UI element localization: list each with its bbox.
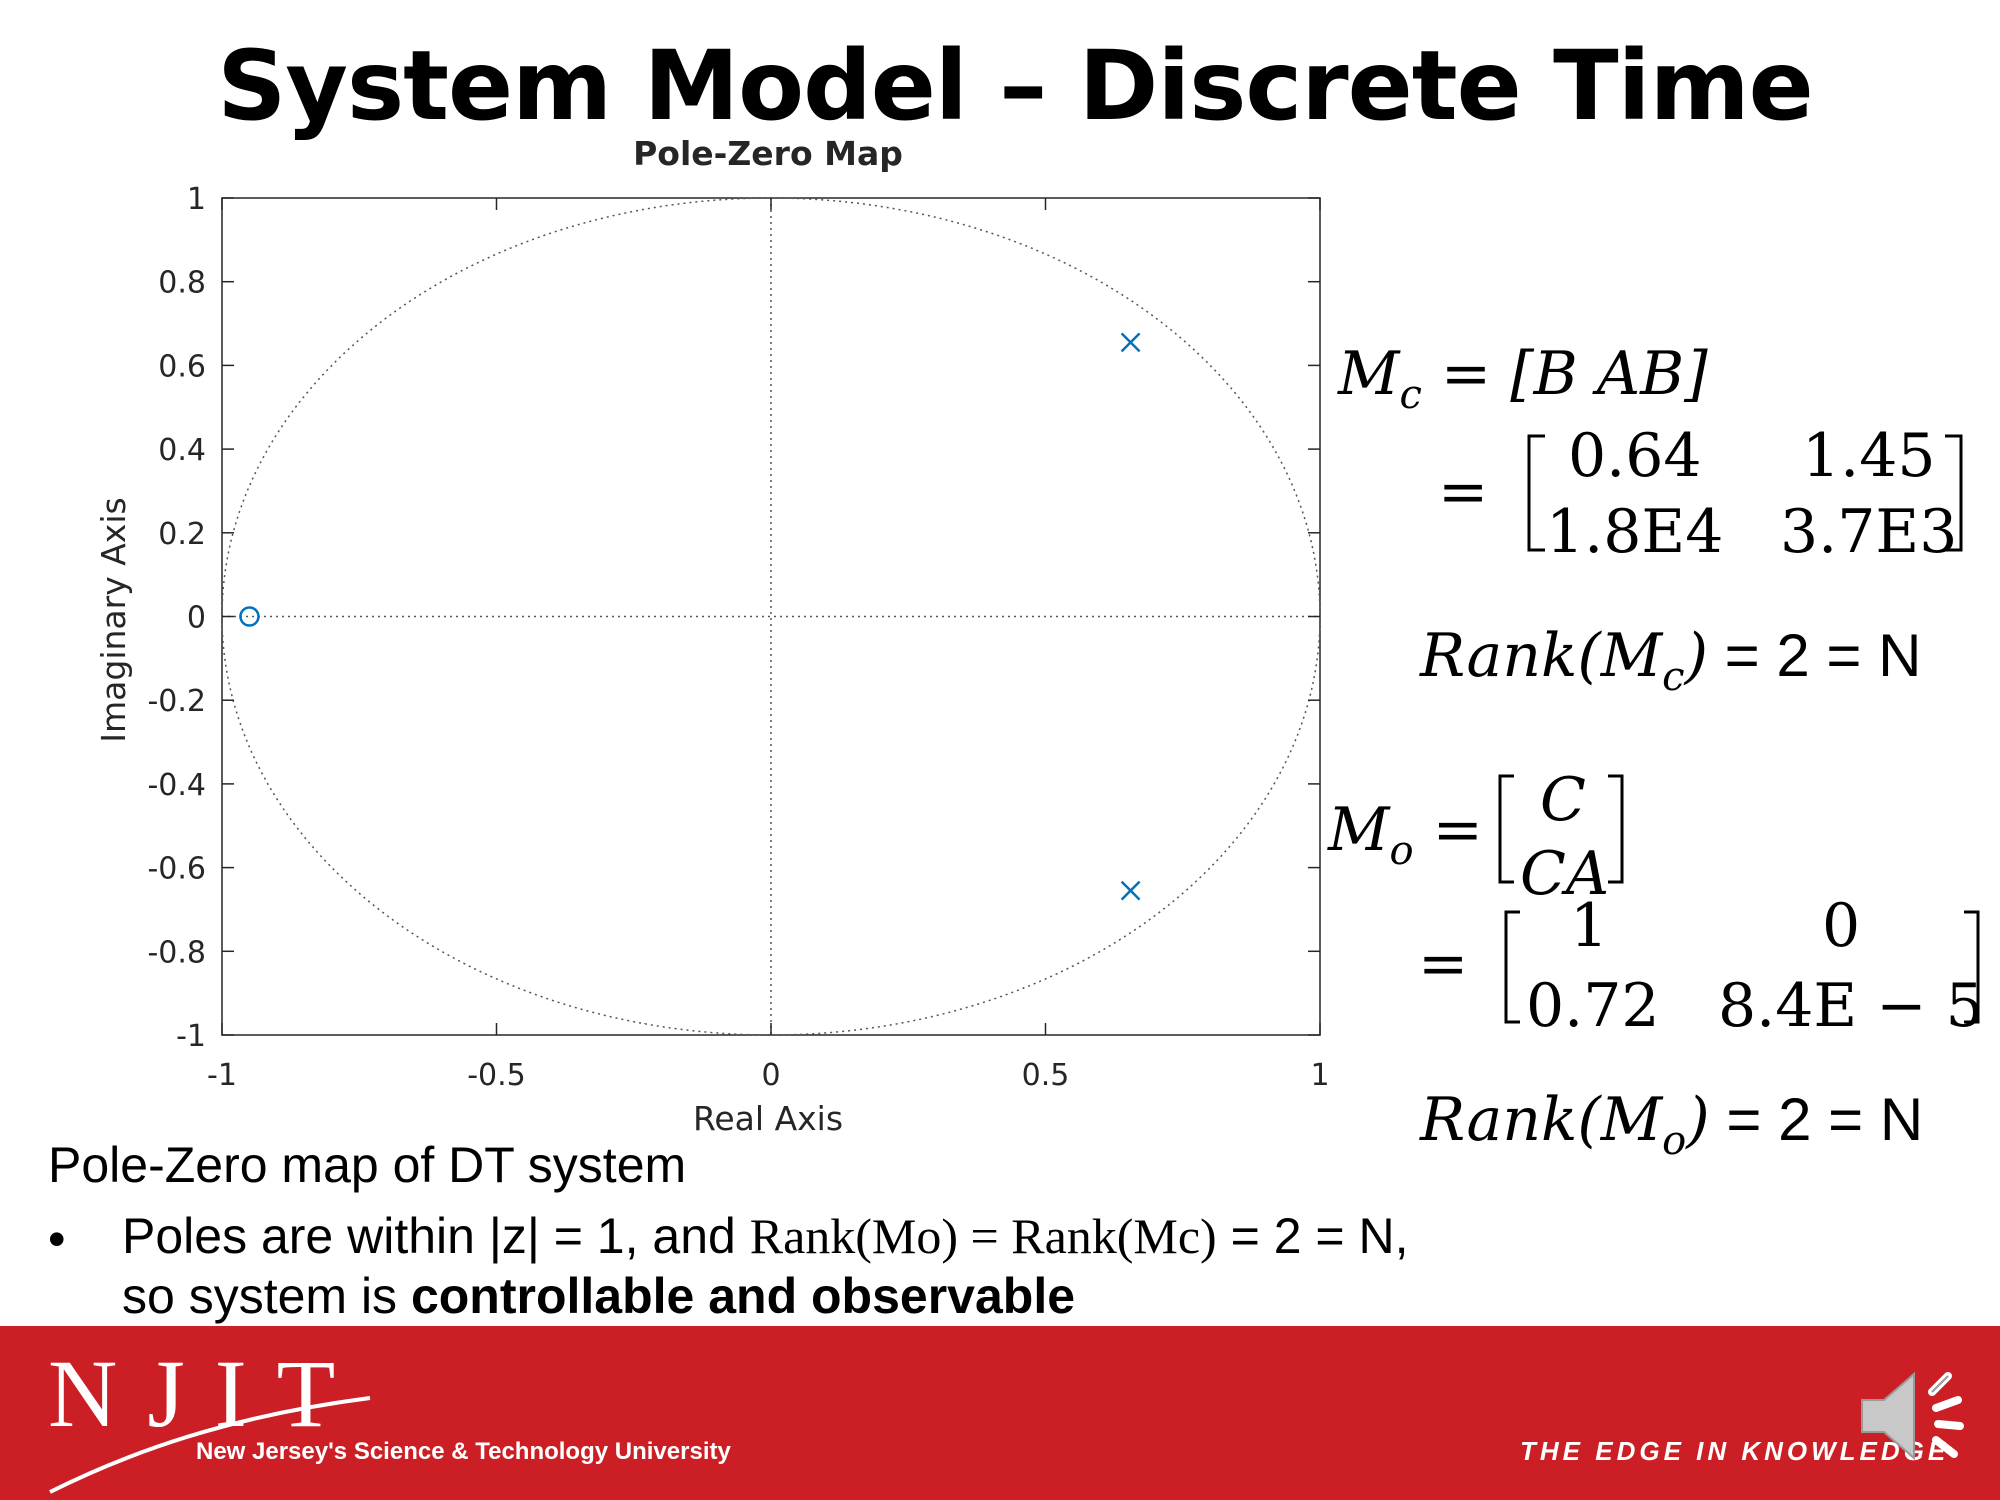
mc-r2c1: 1.8E4 [1546,497,1724,567]
y-tick-label: 0.8 [158,266,206,301]
mo-def-top: C [1540,765,1586,835]
y-tick-label: 0 [187,601,206,636]
bullet-marker: • [48,1211,66,1267]
footer-tagline: THE EDGE IN KNOWLEDGE [1520,1436,1950,1466]
mo-def-brackets [1498,774,1624,884]
y-tick-label: -0.4 [147,768,206,803]
mc-def-expr: = [B AB] [1440,339,1708,409]
mc-subscript: c [1399,372,1422,418]
x-axis-label: Real Axis [693,1099,843,1138]
chart-title: Pole-Zero Map [633,134,903,173]
mo-equals-1: = [1432,795,1483,865]
y-axis-ticks: 1 0.8 0.6 0.4 0.2 0 -0.2 -0.4 -0.6 -0.8 -1 [147,182,1320,1054]
y-tick-label: -0.6 [147,852,206,887]
mo-r1c2: 0 [1822,891,1861,961]
plot-area [221,197,1321,1036]
mo-r2c1: 0.72 [1526,971,1660,1041]
mo-r2c2: 8.4E − 5 [1718,971,1984,1041]
y-tick-label: 0.6 [158,349,206,384]
mo-equals-2: = [1418,929,1469,999]
mo-matrix-brackets [1504,910,1980,1024]
figure-caption: Pole-Zero map of DT system [48,1137,687,1193]
x-tick-label: 0.5 [1022,1058,1070,1093]
njit-logo: NJIT [48,1340,366,1447]
y-tick-label: -0.2 [147,684,206,719]
x-axis-ticks: -1 -0.5 0 0.5 1 [207,198,1330,1093]
x-tick-label: -1 [207,1058,237,1093]
mo-subscript: o [1389,828,1414,874]
rank-mc: Rank(Mc) = 2 = N [1420,621,1922,700]
mo-def-bottom: CA [1520,839,1610,909]
mc-r1c1: 0.64 [1568,421,1702,491]
y-tick-label: -0.8 [147,935,206,970]
pole-zero-markers [239,332,1141,901]
mc-r1c2: 1.45 [1802,421,1936,491]
mc-definition: Mc = [B AB] [1338,344,1708,415]
speaker-icon[interactable] [1858,1362,1988,1472]
y-tick-label: 0.4 [158,433,206,468]
y-tick-label: -1 [176,1019,206,1054]
y-tick-label: 0.2 [158,517,206,552]
y-tick-label: 1 [187,182,206,217]
logo-swoosh [49,1396,371,1494]
mo-label-group: Mo = [1328,800,1483,871]
pole-marker [1120,332,1141,353]
njit-subtitle: New Jersey's Science & Technology Univer… [196,1438,731,1465]
mc-r2c2: 3.7E3 [1780,497,1958,567]
footer-bar [0,1326,2000,1500]
mc-equals: = [1438,457,1489,527]
zero-axis-lines [222,198,1320,1035]
pole-stroke [1120,880,1141,901]
x-tick-label: 0 [761,1058,780,1093]
zero-marker [239,606,260,627]
bullet-text: Poles are within |z| = 1, and Rank(Mo) =… [122,1208,1409,1324]
mo-label: M [1328,795,1390,865]
pole-marker [1120,880,1141,901]
slide-title: System Model – Discrete Time [217,30,1813,142]
y-axis-label: Imaginary Axis [94,497,133,742]
mc-label: M [1338,339,1400,409]
mc-matrix-brackets [1527,434,1963,552]
x-tick-label: 1 [1310,1058,1329,1093]
x-tick-label: -0.5 [467,1058,526,1093]
pole-stroke [1120,332,1141,353]
rank-mo: Rank(Mo) = 2 = N [1420,1085,1924,1164]
mo-r1c1: 1 [1570,891,1609,961]
